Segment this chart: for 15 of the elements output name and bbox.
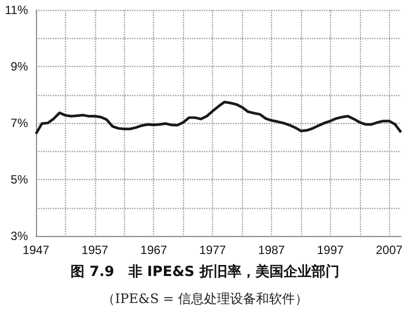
y-tick-label: 5%: [10, 172, 28, 186]
text: 图 7.9 非 IPE&S 折旧率，美国企业部门: [70, 263, 340, 280]
x-tick-label: 1967: [140, 243, 168, 257]
x-tick-label: 1947: [22, 243, 50, 257]
x-tick-label: 1987: [258, 243, 286, 257]
x-tick-label: 1997: [317, 243, 344, 257]
x-tick-label: 2007: [376, 243, 403, 257]
y-tick-label: 9%: [10, 60, 28, 74]
y-tick-label: 11%: [4, 3, 28, 17]
text: （IPE&S = 信息处理设备和软件）: [102, 292, 308, 307]
x-tick-label: 1957: [82, 243, 109, 257]
y-tick-label: 3%: [10, 229, 28, 243]
x-tick-label: 1977: [199, 243, 226, 257]
line-series: [34, 100, 402, 136]
y-tick-label: 7%: [10, 116, 28, 130]
